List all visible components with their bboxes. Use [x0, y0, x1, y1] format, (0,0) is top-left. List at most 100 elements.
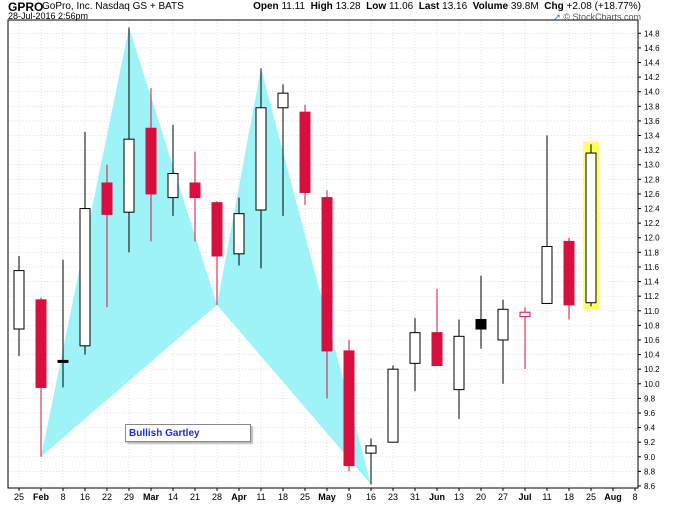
x-axis-tick-label: 28	[212, 492, 222, 502]
x-axis-tick-label: 11	[542, 492, 551, 502]
y-axis-tick-label: 8.6	[644, 482, 656, 491]
y-axis-tick-label: 13.8	[644, 102, 660, 111]
x-axis-tick-label: 8	[60, 492, 65, 502]
candle-body	[409, 332, 421, 364]
y-axis-tick-label: 14.8	[644, 29, 660, 38]
candle-body	[541, 246, 553, 304]
x-axis-tick-label: 25	[300, 492, 310, 502]
candle-body	[585, 152, 597, 304]
candle-body	[13, 270, 25, 330]
y-axis-tick-label: 12.6	[644, 190, 660, 199]
low-label: Low	[366, 1, 387, 12]
candle-body	[343, 350, 355, 467]
candle-body	[255, 107, 267, 211]
pattern-annotation-box: Bullish Gartley	[125, 424, 251, 442]
x-axis-tick-label: 25	[586, 492, 596, 502]
ticker-symbol: GPRO	[8, 0, 44, 14]
low-value: 11.06	[388, 1, 414, 12]
x-axis-tick-label: 18	[278, 492, 288, 502]
y-axis-tick-label: 14.6	[644, 44, 660, 53]
volume-label: Volume	[472, 1, 509, 12]
candle-body	[431, 332, 443, 367]
ohlc-summary: Open 11.11 High 13.28 Low 11.06 Last 13.…	[253, 1, 641, 12]
y-axis-tick-label: 11.8	[644, 248, 660, 257]
trend-arrow-icon: ↗	[553, 12, 561, 22]
y-axis-tick-label: 14.4	[644, 59, 660, 68]
candle-body	[277, 92, 289, 109]
y-axis-tick-label: 10.6	[644, 336, 660, 345]
x-axis-tick-label: 16	[80, 492, 90, 502]
candle-body	[167, 172, 179, 199]
y-axis-tick-label: 11.0	[644, 307, 660, 316]
y-axis-tick-label: 14.2	[644, 73, 660, 82]
candle-body	[233, 213, 245, 255]
x-axis-tick-label: Feb	[33, 492, 50, 502]
x-axis-tick-label: Mar	[143, 492, 160, 502]
y-axis-tick-label: 10.2	[644, 365, 660, 374]
candle-body	[387, 368, 399, 443]
candle-body	[519, 311, 531, 318]
x-axis-tick-label: 8	[632, 492, 637, 502]
candle-body	[497, 308, 509, 341]
x-axis-tick-label: Aug	[604, 492, 622, 502]
volume-value: 39.8M	[510, 1, 539, 12]
candle-body	[101, 182, 113, 215]
y-axis-tick-label: 11.6	[644, 263, 660, 272]
chg-value: +2.08 (+18.77%)	[566, 1, 642, 12]
x-axis-tick-label: Apr	[231, 492, 247, 502]
y-axis-tick-label: 9.0	[644, 453, 656, 462]
candle-body	[321, 197, 333, 352]
high-value: 13.28	[335, 1, 361, 12]
brand-label: © StockCharts.com	[563, 12, 641, 22]
x-axis-tick-label: 23	[388, 492, 398, 502]
y-axis-tick-label: 10.8	[644, 321, 660, 330]
x-axis-tick-label: 13	[454, 492, 464, 502]
x-axis-tick-label: Jun	[429, 492, 445, 502]
y-axis-tick-label: 9.2	[644, 438, 656, 447]
x-axis-tick-label: 25	[14, 492, 24, 502]
candle-body	[365, 445, 377, 454]
x-axis-tick-label: 11	[256, 492, 265, 502]
y-axis-tick-label: 11.2	[644, 292, 660, 301]
x-axis-tick-label: 20	[476, 492, 486, 502]
candle-body	[189, 182, 201, 199]
last-value: 13.16	[442, 1, 468, 12]
stockcharts-brand: ↗ © StockCharts.com	[553, 12, 641, 23]
x-axis-tick-label: 16	[366, 492, 376, 502]
company-name: GoPro, Inc. Nasdaq GS + BATS	[42, 1, 184, 12]
y-axis-tick-label: 12.2	[644, 219, 660, 228]
y-axis-tick-label: 11.4	[644, 278, 660, 287]
chg-label: Chg	[544, 1, 564, 12]
x-axis-tick-label: 9	[346, 492, 351, 502]
open-label: Open	[253, 1, 279, 12]
candle-body	[79, 208, 91, 347]
last-label: Last	[418, 1, 440, 12]
chart-datetime: 28-Jul-2016 2:56pm	[8, 11, 89, 21]
high-label: High	[310, 1, 333, 12]
y-axis-tick-label: 10.4	[644, 351, 660, 360]
candle-body	[123, 138, 135, 213]
x-axis-tick-label: 22	[102, 492, 112, 502]
y-axis-tick-label: 9.6	[644, 409, 656, 418]
x-axis-tick-label: 21	[190, 492, 200, 502]
y-axis-tick-label: 13.6	[644, 117, 660, 126]
x-axis-tick-label: May	[318, 492, 336, 502]
y-axis-tick-label: 10.0	[644, 380, 660, 389]
y-axis-tick-label: 9.4	[644, 424, 656, 433]
x-axis-tick-label: 31	[410, 492, 420, 502]
x-axis-tick-label: 27	[498, 492, 508, 502]
candle-body	[35, 299, 47, 388]
candle-body	[563, 240, 575, 306]
y-axis-tick-label: 14.0	[644, 88, 660, 97]
candle-body	[145, 127, 157, 195]
candle-body	[299, 111, 311, 193]
y-axis-tick-label: 13.0	[644, 161, 660, 170]
x-axis-tick-label: 18	[564, 492, 574, 502]
open-value: 11.11	[281, 1, 305, 12]
x-axis-tick-label: 14	[168, 492, 178, 502]
plot-frame	[7, 19, 639, 489]
pattern-annotation-label: Bullish Gartley	[129, 428, 200, 439]
y-axis-tick-label: 12.0	[644, 234, 660, 243]
